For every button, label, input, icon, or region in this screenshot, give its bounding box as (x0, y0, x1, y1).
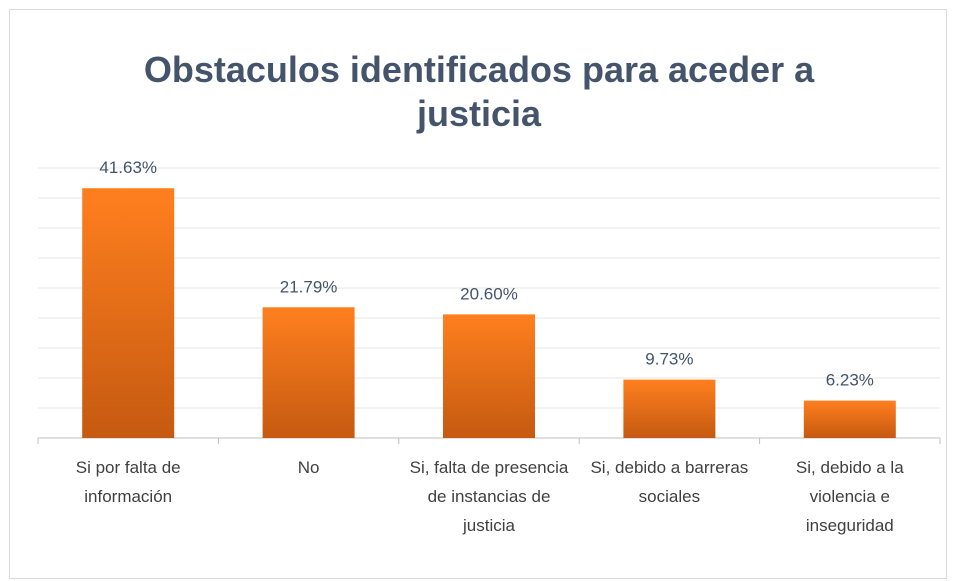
chart-title: Obstaculos identificados para aceder a j… (143, 49, 815, 134)
bar (443, 314, 535, 438)
x-tick-label: Si, debido a barreras sociales (590, 458, 749, 506)
x-tick-label: No (297, 458, 320, 477)
data-label: 20.60% (460, 284, 518, 303)
bar (623, 379, 716, 438)
data-label: 6.23% (826, 371, 874, 390)
data-label: 21.79% (280, 277, 338, 296)
bar (803, 400, 896, 438)
chart-frame (9, 9, 947, 579)
x-tick-label: Si por falta de información (75, 458, 181, 506)
x-tick-label: Si, falta de presencia de instancias de … (409, 458, 569, 535)
x-tick-label: Si, debido a la violencia e inseguridad (795, 458, 904, 535)
data-label: 41.63% (99, 158, 157, 177)
data-label: 9.73% (645, 350, 693, 369)
bar (262, 307, 355, 438)
bar (82, 188, 175, 438)
